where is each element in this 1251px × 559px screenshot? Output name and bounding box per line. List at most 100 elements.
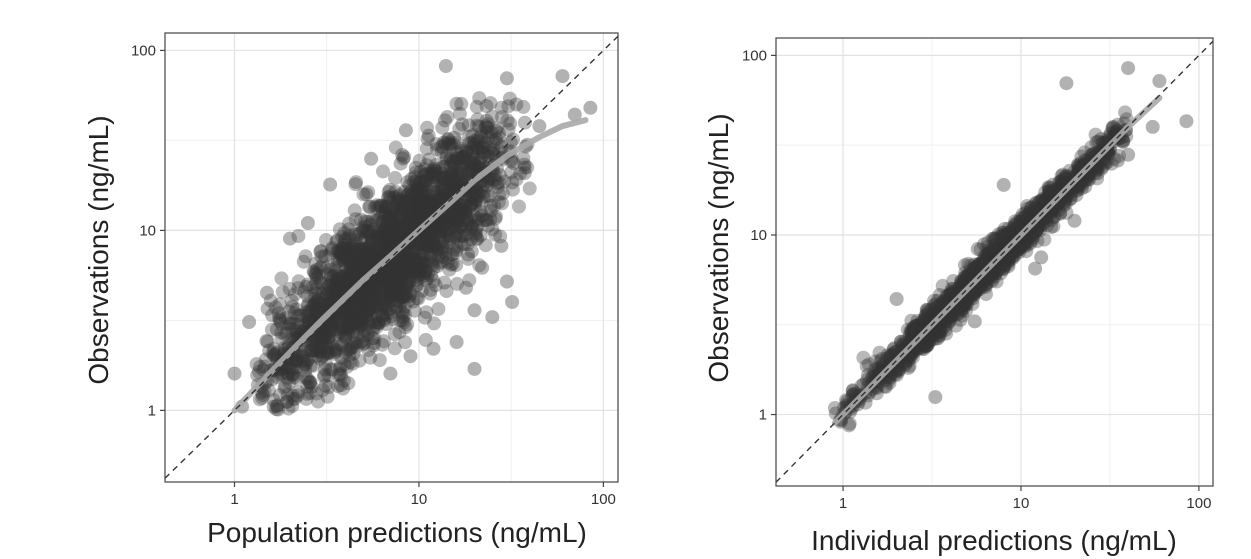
data-point <box>356 187 371 202</box>
y-axis-title: Observations (ng/mL) <box>83 115 114 384</box>
data-point <box>404 259 419 273</box>
data-point <box>397 255 412 270</box>
data-point <box>403 349 418 364</box>
data-point <box>451 163 466 178</box>
data-point <box>396 223 411 238</box>
data-point <box>408 216 423 231</box>
data-point <box>342 252 357 267</box>
data-point <box>429 225 444 240</box>
data-point <box>392 268 407 283</box>
data-point <box>439 175 454 190</box>
data-point <box>398 257 413 272</box>
data-point <box>338 345 353 360</box>
data-point <box>376 223 391 238</box>
data-point <box>371 282 386 297</box>
data-point <box>315 349 330 364</box>
data-point <box>435 182 450 197</box>
data-point <box>978 278 992 293</box>
data-point <box>281 401 296 416</box>
data-point <box>449 211 464 225</box>
data-point <box>341 253 356 268</box>
data-point <box>412 264 427 279</box>
data-point <box>999 228 1014 243</box>
data-point <box>378 276 392 291</box>
data-point <box>289 354 304 369</box>
data-point <box>309 267 324 282</box>
data-point <box>266 399 281 414</box>
data-point <box>449 201 464 216</box>
data-point <box>390 272 405 287</box>
data-point <box>418 264 433 279</box>
data-point <box>402 178 417 193</box>
data-point <box>389 262 404 277</box>
data-point <box>320 267 335 282</box>
data-point <box>353 247 368 262</box>
data-point <box>252 392 267 407</box>
data-point <box>347 312 362 327</box>
data-point <box>288 321 303 336</box>
data-point <box>447 202 462 217</box>
data-point <box>361 302 376 317</box>
data-point <box>307 298 322 313</box>
data-point <box>366 336 381 350</box>
data-point <box>376 215 390 230</box>
data-point <box>380 302 395 317</box>
data-point <box>470 118 484 133</box>
data-point <box>944 285 958 300</box>
data-point <box>442 207 457 222</box>
data-point <box>346 328 361 343</box>
data-point <box>401 219 416 234</box>
data-point <box>381 226 396 241</box>
data-point <box>314 244 328 259</box>
data-point <box>377 236 392 251</box>
data-point <box>387 263 402 278</box>
data-point <box>470 211 485 226</box>
data-point <box>328 345 343 360</box>
data-point <box>451 217 466 232</box>
data-point <box>399 280 414 295</box>
data-point <box>355 304 369 319</box>
data-point <box>450 214 464 229</box>
data-point <box>374 198 389 213</box>
data-point <box>449 151 464 166</box>
data-point <box>435 190 450 205</box>
data-point <box>389 210 404 225</box>
data-point <box>376 231 390 246</box>
data-point <box>422 198 437 212</box>
data-point <box>420 271 435 286</box>
data-point <box>410 190 425 205</box>
data-point <box>476 178 491 193</box>
data-point <box>453 203 468 218</box>
data-point <box>403 286 418 301</box>
data-point <box>324 268 339 283</box>
data-point <box>445 170 460 185</box>
data-point <box>369 198 384 213</box>
data-point <box>302 345 317 360</box>
data-point <box>389 221 404 235</box>
data-point <box>484 175 499 190</box>
data-point <box>395 208 409 223</box>
data-point <box>393 156 408 171</box>
data-point <box>329 235 344 249</box>
data-point <box>332 222 347 237</box>
data-point <box>845 384 860 399</box>
data-point <box>341 326 356 340</box>
data-point <box>411 195 426 210</box>
data-point <box>257 383 272 398</box>
data-point <box>392 325 407 340</box>
data-point <box>828 401 842 415</box>
data-point <box>385 220 400 235</box>
data-point <box>394 265 409 280</box>
data-point <box>966 291 980 306</box>
data-point <box>400 267 414 282</box>
data-point <box>461 247 476 262</box>
data-point <box>1093 132 1108 147</box>
data-point <box>282 375 297 390</box>
data-point <box>410 261 425 276</box>
data-point <box>355 220 370 235</box>
data-point <box>309 305 324 320</box>
data-point <box>412 191 427 206</box>
data-point <box>470 232 485 247</box>
data-point <box>358 323 373 338</box>
data-point <box>309 262 324 277</box>
